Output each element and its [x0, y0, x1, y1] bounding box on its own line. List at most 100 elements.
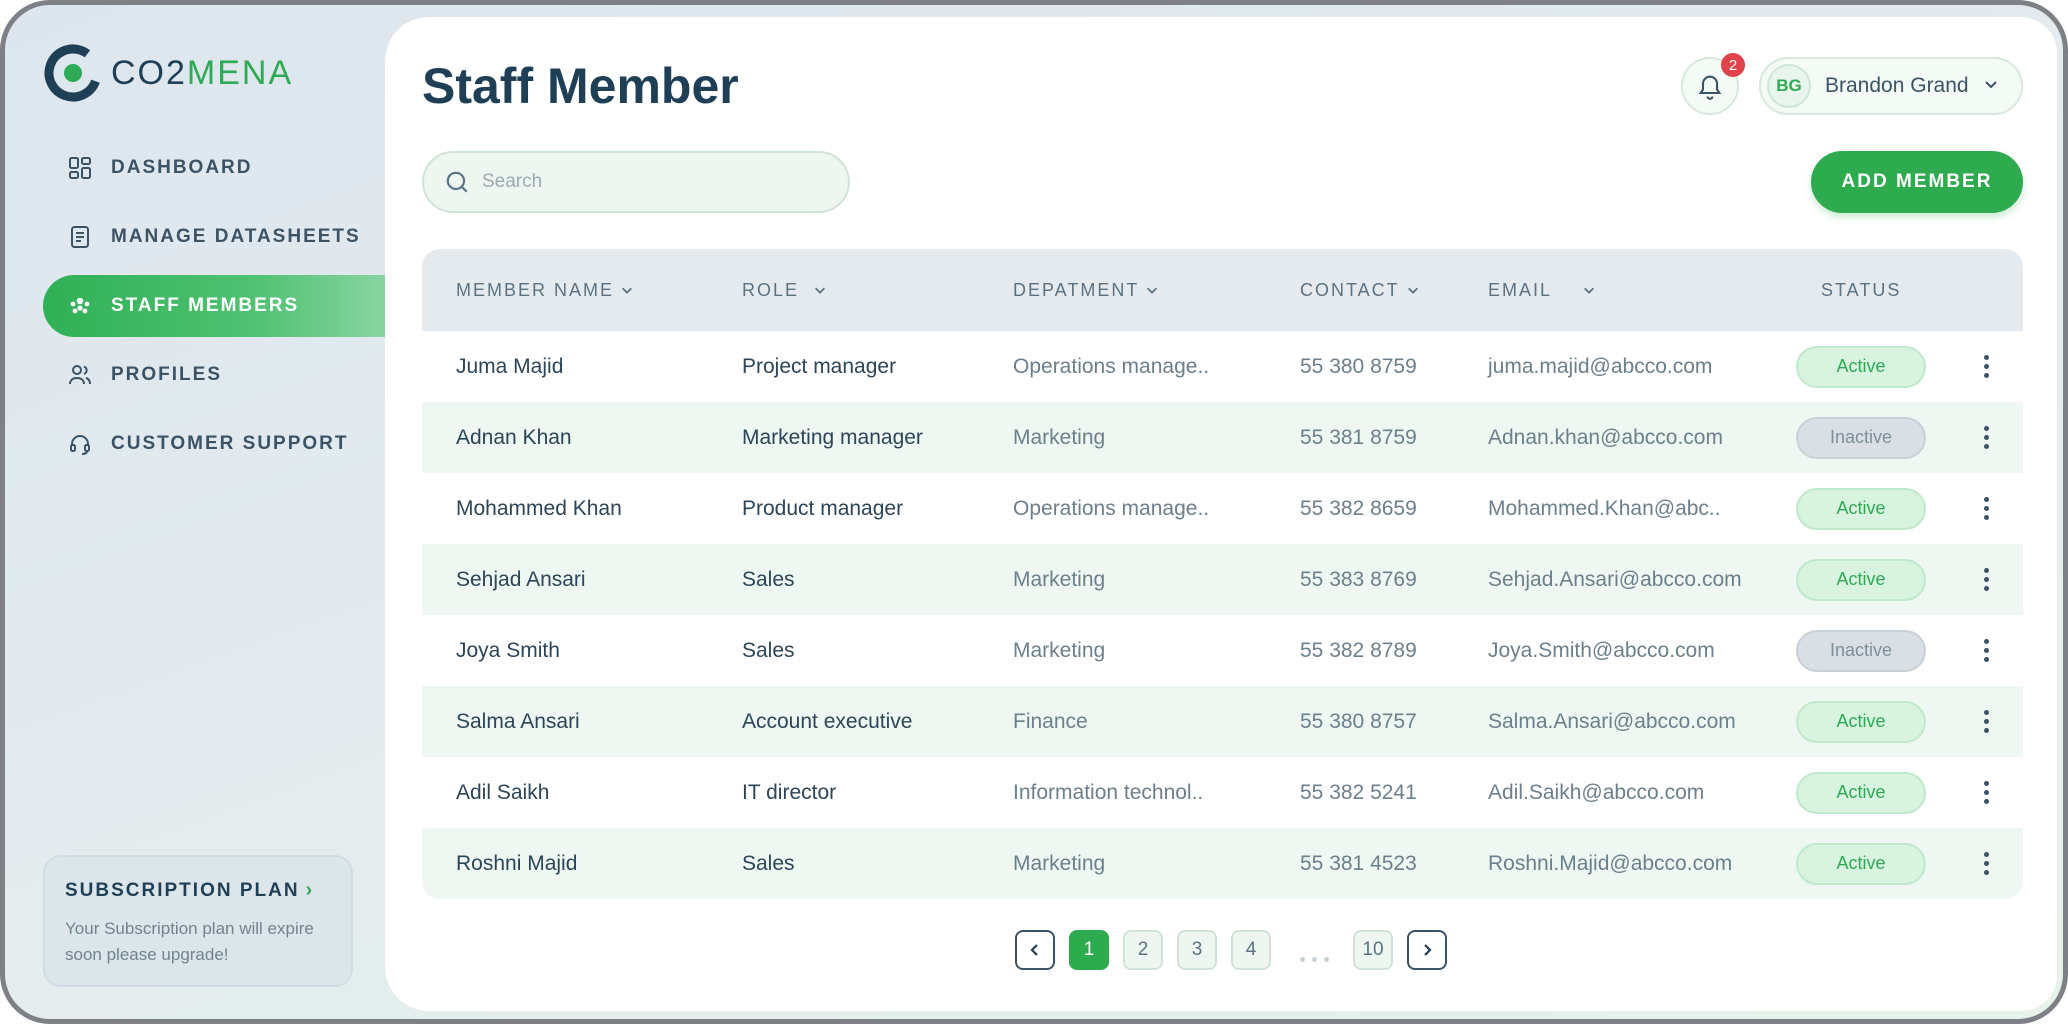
document-icon [67, 224, 93, 250]
sidebar-item-staff-members[interactable]: STAFF MEMBERS [43, 275, 389, 337]
table-row[interactable]: Adil Saikh IT director Information technol… [422, 757, 2023, 828]
logo-text: CO2MENA [111, 54, 293, 93]
email-cell: Joya.Smith@abcco.com [1488, 638, 1715, 662]
member-name-cell: Salma Ansari [456, 709, 580, 733]
staff-table: MEMBER NAME ROLE DEPATMENT CONTACT EMAIL [422, 249, 2023, 899]
status-cell: Active [1796, 331, 1926, 402]
pagination-ellipsis [1285, 956, 1343, 962]
department-cell: Information technol.. [1013, 780, 1204, 804]
logo-text-mena: MENA [186, 53, 294, 92]
role-cell: IT director [742, 780, 837, 804]
table-row[interactable]: Joya Smith Sales Marketing 55 382 8789 Joya.… [422, 615, 2023, 686]
row-menu-button[interactable] [1971, 331, 2001, 402]
logo-text-co2: CO2 [111, 53, 187, 92]
subscription-card[interactable]: SUBSCRIPTION PLAN › Your Subscription pl… [43, 855, 353, 987]
role-cell: Sales [742, 851, 795, 875]
column-header-role[interactable]: ROLE [742, 249, 827, 331]
column-header-contact[interactable]: CONTACT [1300, 249, 1420, 331]
row-menu-button[interactable] [1971, 757, 2001, 828]
pagination: 1 2 3 4 10 [1015, 928, 1461, 972]
row-menu-button[interactable] [1971, 544, 2001, 615]
subscription-title[interactable]: SUBSCRIPTION PLAN › [65, 879, 331, 902]
sidebar-item-manage-datasheets[interactable]: MANAGE DATASHEETS [43, 206, 389, 268]
row-menu-button[interactable] [1971, 686, 2001, 757]
logo[interactable]: CO2MENA [43, 41, 293, 105]
page-button-2[interactable]: 2 [1123, 930, 1163, 970]
chevron-left-icon [1030, 944, 1038, 956]
row-menu-button[interactable] [1971, 473, 2001, 544]
table-row[interactable]: Sehjad Ansari Sales Marketing 55 383 8769 Se… [422, 544, 2023, 615]
sidebar: CO2MENA DASHBOARD MANAGE DATASHEETS STAF… [5, 5, 389, 1019]
logo-icon [44, 44, 102, 102]
subscription-text: Your Subscription plan will expire soon … [65, 919, 314, 964]
table-row[interactable]: Salma Ansari Account executive Finance 55 3… [422, 686, 2023, 757]
page-button-3[interactable]: 3 [1177, 930, 1217, 970]
email-cell: Roshni.Majid@abcco.com [1488, 851, 1733, 875]
row-menu-button[interactable] [1971, 828, 2001, 899]
column-header-email[interactable]: EMAIL [1488, 249, 1596, 331]
contact-cell: 55 383 8769 [1300, 567, 1417, 591]
department-cell: Finance [1013, 709, 1088, 733]
sidebar-item-customer-support[interactable]: CUSTOMER SUPPORT [43, 413, 389, 475]
sidebar-item-profiles[interactable]: PROFILES [43, 344, 389, 406]
table-row[interactable]: Juma Majid Project manager Operations mana… [422, 331, 2023, 402]
user-name: Brandon Grand [1825, 74, 1969, 97]
table-row[interactable]: Adnan Khan Marketing manager Marketing 55 3… [422, 402, 2023, 473]
sidebar-item-label: DASHBOARD [111, 157, 253, 178]
notifications-button[interactable]: 2 [1681, 53, 1745, 115]
column-header-status: STATUS [1821, 249, 1901, 331]
status-badge: Inactive [1796, 629, 1926, 672]
column-header-label: ROLE [742, 279, 800, 300]
department-cell: Marketing [1013, 638, 1106, 662]
status-badge: Inactive [1796, 416, 1926, 459]
column-header-label: CONTACT [1300, 279, 1400, 300]
bell-icon [1698, 75, 1722, 100]
user-menu[interactable]: BG Brandon Grand [1759, 57, 2023, 115]
chevron-down-icon [1406, 283, 1420, 297]
table-row[interactable]: Mohammed Khan Product manager Operations m… [422, 473, 2023, 544]
sidebar-item-dashboard[interactable]: DASHBOARD [43, 137, 389, 199]
prev-page-button[interactable] [1015, 930, 1055, 970]
member-name-cell: Adil Saikh [456, 780, 550, 804]
column-header-member-name[interactable]: MEMBER NAME [456, 249, 634, 331]
more-vertical-icon [1983, 710, 1989, 733]
contact-cell: 55 382 5241 [1300, 780, 1417, 804]
email-cell: juma.majid@abcco.com [1488, 354, 1713, 378]
more-vertical-icon [1983, 781, 1989, 804]
more-vertical-icon [1983, 852, 1989, 875]
search-icon [446, 171, 468, 193]
page-button-4[interactable]: 4 [1231, 930, 1271, 970]
search-input[interactable] [482, 171, 822, 193]
search-box[interactable] [422, 151, 850, 213]
department-cell: Operations manage.. [1013, 496, 1210, 520]
status-cell: Active [1796, 686, 1926, 757]
role-cell: Marketing manager [742, 425, 923, 449]
avatar: BG [1767, 64, 1811, 108]
column-header-department[interactable]: DEPATMENT [1013, 249, 1159, 331]
chevron-down-icon [1582, 283, 1596, 297]
page-button-last[interactable]: 10 [1353, 930, 1393, 970]
more-vertical-icon [1983, 568, 1989, 591]
table-header: MEMBER NAME ROLE DEPATMENT CONTACT EMAIL [422, 249, 2023, 331]
next-page-button[interactable] [1407, 930, 1447, 970]
add-member-button[interactable]: ADD MEMBER [1811, 151, 2023, 213]
table-row[interactable]: Roshni Majid Sales Marketing 55 381 4523 Ros… [422, 828, 2023, 899]
contact-cell: 55 380 8759 [1300, 354, 1417, 378]
department-cell: Operations manage.. [1013, 354, 1210, 378]
row-menu-button[interactable] [1971, 615, 2001, 686]
member-name-cell: Sehjad Ansari [456, 567, 586, 591]
more-vertical-icon [1983, 639, 1989, 662]
chevron-right-icon [1424, 944, 1432, 956]
status-cell: Active [1796, 544, 1926, 615]
chevron-down-icon [1983, 76, 1999, 97]
column-header-label: DEPATMENT [1013, 279, 1140, 300]
chevron-right-icon: › [305, 879, 315, 901]
row-menu-button[interactable] [1971, 402, 2001, 473]
member-name-cell: Juma Majid [456, 354, 564, 378]
sidebar-item-label: MANAGE DATASHEETS [111, 226, 361, 247]
chevron-down-icon [813, 283, 827, 297]
contact-cell: 55 381 4523 [1300, 851, 1417, 875]
role-cell: Account executive [742, 709, 913, 733]
page-button-1[interactable]: 1 [1069, 930, 1109, 970]
